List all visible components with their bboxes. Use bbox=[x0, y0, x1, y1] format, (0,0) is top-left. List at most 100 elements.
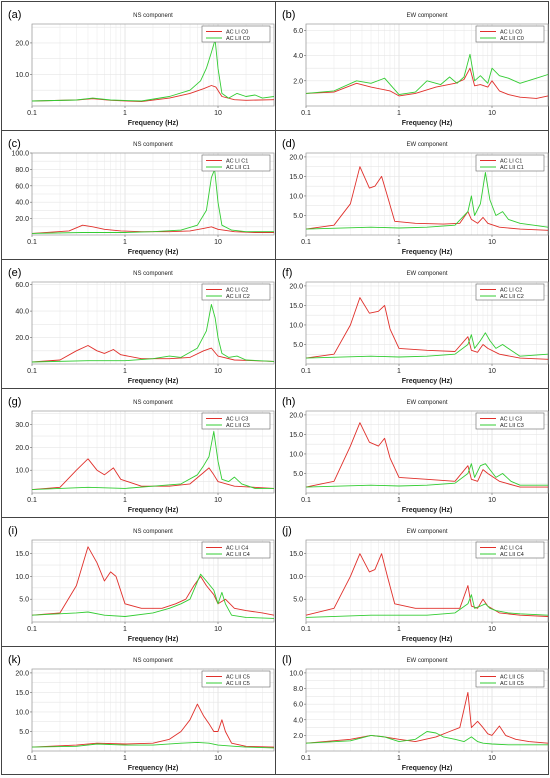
y-tick-label: 10.0 bbox=[289, 451, 303, 458]
chart-panel: (a) NS component 0.1 1 10 10.0 20.0 Frequency (… bbox=[1, 1, 276, 131]
panel-label: (g) bbox=[8, 396, 21, 408]
chart-svg: (d) EW component 0.1 1 10 5.0 10.0 15.0 20.0 Freq… bbox=[282, 138, 549, 256]
x-axis-label: Frequency (Hz) bbox=[128, 249, 179, 256]
grid-lines bbox=[31, 24, 275, 106]
x-tick-label: 0.1 bbox=[27, 110, 37, 117]
x-tick-label: 10 bbox=[488, 239, 496, 246]
y-tick-label: 5.0 bbox=[293, 213, 303, 220]
chart-panel: (c) NS component 0.1 1 10 20.0 40.0 60.0 80.0 100… bbox=[1, 130, 276, 260]
chart-panel: (h) EW component 0.1 1 10 5.0 10.0 15.0 20.0 Freq… bbox=[275, 388, 549, 518]
legend-label: AC LI C1 bbox=[500, 159, 522, 165]
chart-title: NS component bbox=[133, 658, 173, 664]
x-axis-label: Frequency (Hz) bbox=[128, 765, 179, 772]
legend-label: AC LI C4 bbox=[500, 546, 522, 552]
legend-label: AC LII C5 bbox=[500, 681, 524, 687]
x-tick-label: 10 bbox=[214, 110, 222, 117]
series-line bbox=[305, 731, 548, 746]
y-tick-label: 10.0 bbox=[15, 709, 29, 716]
y-tick-label: 80.0 bbox=[15, 167, 29, 174]
x-tick-label: 10 bbox=[488, 626, 496, 633]
x-axis-label: Frequency (Hz) bbox=[402, 120, 453, 127]
x-tick-label: 10 bbox=[488, 497, 496, 504]
legend-label: AC LII C4 bbox=[500, 552, 524, 558]
y-tick-label: 4.0 bbox=[293, 53, 303, 60]
panel-label: (e) bbox=[8, 267, 21, 279]
y-tick-label: 20.0 bbox=[15, 40, 29, 47]
chart-svg: (i) NS component 0.1 1 10 5.0 10.0 15.0 Frequenc… bbox=[8, 525, 275, 643]
y-tick-label: 5.0 bbox=[293, 342, 303, 349]
x-tick-label: 0.1 bbox=[301, 110, 311, 117]
series-line bbox=[31, 741, 275, 749]
legend-label: AC LI C2 bbox=[500, 288, 522, 294]
legend-label: AC LII C3 bbox=[500, 423, 524, 429]
y-tick-label: 10.0 bbox=[15, 574, 29, 581]
y-tick-label: 5.0 bbox=[19, 729, 29, 736]
x-tick-label: 1 bbox=[397, 626, 401, 633]
x-tick-label: 1 bbox=[123, 110, 127, 117]
plot-frame bbox=[31, 410, 275, 494]
series-line bbox=[305, 297, 549, 360]
chart-svg: (l) EW component 0.1 1 10 2.0 4.0 6.0 8.0 10.0 Fre… bbox=[282, 654, 549, 772]
plot-frame bbox=[305, 668, 549, 752]
y-tick-label: 2.0 bbox=[293, 733, 303, 740]
series-line bbox=[305, 463, 548, 488]
x-axis-label: Frequency (Hz) bbox=[128, 120, 179, 127]
x-axis-label: Frequency (Hz) bbox=[128, 378, 179, 385]
x-tick-label: 10 bbox=[214, 755, 222, 762]
y-tick-label: 10.0 bbox=[289, 670, 303, 677]
plot-frame bbox=[31, 281, 275, 365]
series-line bbox=[305, 53, 549, 96]
chart-svg: (a) NS component 0.1 1 10 10.0 20.0 Frequency (… bbox=[8, 9, 275, 127]
x-tick-label: 0.1 bbox=[301, 497, 311, 504]
x-tick-label: 1 bbox=[123, 626, 127, 633]
chart-svg: (j) EW component 0.1 1 10 5.0 10.0 15.0 Frequenc… bbox=[282, 525, 549, 643]
legend-label: AC LI C0 bbox=[500, 30, 522, 36]
chart-panel: (g) NS component 0.1 1 10 10.0 20.0 30.0 Frequen… bbox=[1, 388, 276, 518]
chart-panel: (b) EW component 0.1 1 10 2.0 4.0 6.0 Frequency … bbox=[275, 1, 549, 131]
series-line bbox=[305, 172, 549, 230]
y-tick-label: 5.0 bbox=[19, 597, 29, 604]
series-line bbox=[31, 304, 275, 363]
grid-lines bbox=[305, 540, 549, 622]
y-tick-label: 20.0 bbox=[15, 670, 29, 677]
chart-svg: (k) NS component 0.1 1 10 5.0 10.0 15.0 20.0 Freq… bbox=[8, 654, 275, 772]
panel-label: (c) bbox=[8, 138, 21, 150]
panel-label: (j) bbox=[282, 525, 292, 537]
x-tick-label: 0.1 bbox=[301, 755, 311, 762]
x-axis-label: Frequency (Hz) bbox=[402, 249, 453, 256]
y-tick-label: 30.0 bbox=[15, 422, 29, 429]
chart-panel: (l) EW component 0.1 1 10 2.0 4.0 6.0 8.0 10.0 Fre… bbox=[275, 646, 549, 775]
y-tick-label: 15.0 bbox=[289, 303, 303, 310]
series-line bbox=[31, 546, 275, 616]
legend-label: AC LII C2 bbox=[500, 294, 524, 300]
y-tick-label: 15.0 bbox=[289, 551, 303, 558]
y-tick-label: 15.0 bbox=[289, 432, 303, 439]
chart-svg: (b) EW component 0.1 1 10 2.0 4.0 6.0 Frequency … bbox=[282, 9, 549, 127]
series-line bbox=[305, 166, 549, 231]
legend-label: AC LI C2 bbox=[226, 288, 248, 294]
y-tick-label: 5.0 bbox=[293, 597, 303, 604]
y-tick-label: 6.0 bbox=[293, 702, 303, 709]
chart-title: EW component bbox=[406, 658, 447, 664]
chart-title: EW component bbox=[406, 13, 447, 19]
plot-frame bbox=[31, 668, 275, 752]
x-axis-label: Frequency (Hz) bbox=[402, 378, 453, 385]
chart-title: EW component bbox=[406, 400, 447, 406]
series-line bbox=[305, 594, 549, 618]
series-line bbox=[31, 345, 275, 363]
x-tick-label: 1 bbox=[397, 110, 401, 117]
y-tick-label: 15.0 bbox=[15, 690, 29, 697]
y-tick-label: 20.0 bbox=[15, 335, 29, 342]
x-tick-label: 0.1 bbox=[27, 239, 37, 246]
y-tick-label: 10.0 bbox=[15, 72, 29, 79]
x-tick-label: 10 bbox=[488, 368, 496, 375]
plot-frame bbox=[305, 281, 549, 365]
legend-label: AC LII C0 bbox=[226, 36, 250, 42]
series-line bbox=[31, 224, 274, 234]
